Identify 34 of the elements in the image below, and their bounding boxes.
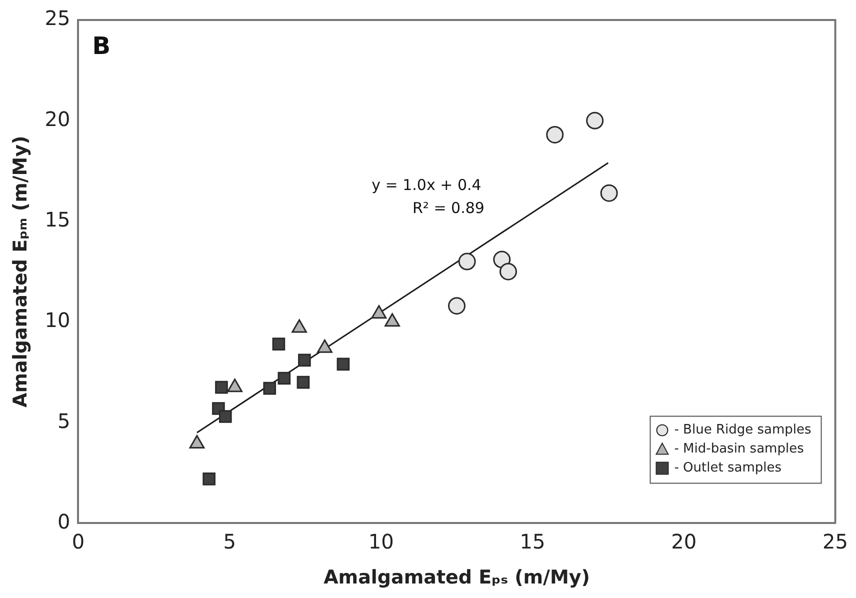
- y-tick-label: 10: [44, 308, 70, 332]
- point: [499, 262, 517, 280]
- legend-label: - Mid-basin samples: [674, 442, 804, 457]
- annotation: y = 1.0x + 0.4: [372, 176, 482, 194]
- point: [202, 472, 216, 486]
- point: [448, 297, 466, 315]
- y-tick-label: 20: [44, 106, 70, 131]
- point: [586, 112, 604, 130]
- y-tick-label: 25: [44, 6, 70, 30]
- point: [278, 372, 291, 385]
- x-tick-label: 20: [671, 529, 697, 554]
- x-axis-title: Amalgamated Eₚₛ (m/My): [324, 566, 590, 589]
- y-tick-label: 5: [58, 408, 70, 433]
- x-tick-label: 15: [520, 529, 546, 554]
- point: [298, 354, 311, 367]
- x-tick-label: 5: [223, 529, 236, 554]
- point: [296, 376, 310, 389]
- point: [546, 126, 564, 144]
- legend-label: - Outlet samples: [674, 460, 782, 476]
- y-tick-label: 15: [44, 207, 70, 232]
- point: [458, 252, 476, 270]
- point: [215, 380, 228, 394]
- y-tick-label: 0: [58, 509, 70, 534]
- x-tick-label: 10: [368, 529, 394, 554]
- point: [336, 358, 350, 371]
- annotation: R² = 0.89: [412, 198, 484, 217]
- annotation: B: [92, 32, 111, 60]
- point: [263, 382, 276, 395]
- point: [600, 184, 618, 202]
- legend-label: - Blue Ridge samples: [674, 422, 812, 438]
- x-tick-label: 25: [822, 529, 848, 554]
- y-axis-title: Amalgamated Eₚₘ (m/My): [9, 136, 32, 408]
- point: [272, 338, 286, 350]
- point: [219, 410, 232, 423]
